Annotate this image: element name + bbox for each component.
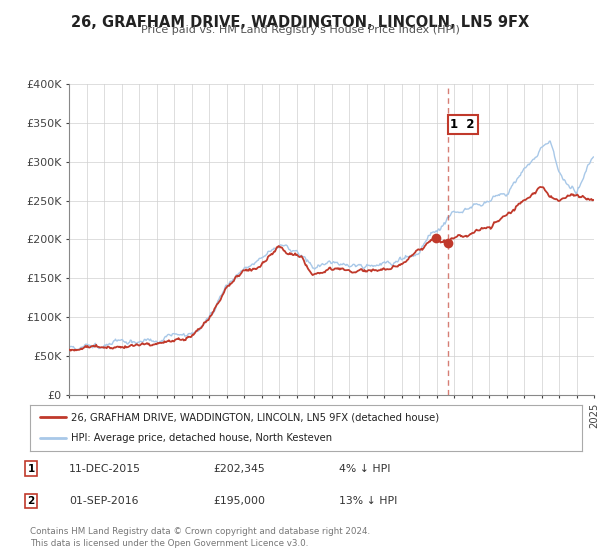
Text: Price paid vs. HM Land Registry's House Price Index (HPI): Price paid vs. HM Land Registry's House … (140, 25, 460, 35)
Text: 1: 1 (28, 464, 35, 474)
Text: 01-SEP-2016: 01-SEP-2016 (69, 496, 139, 506)
Text: 26, GRAFHAM DRIVE, WADDINGTON, LINCOLN, LN5 9FX: 26, GRAFHAM DRIVE, WADDINGTON, LINCOLN, … (71, 15, 529, 30)
Text: HPI: Average price, detached house, North Kesteven: HPI: Average price, detached house, Nort… (71, 433, 332, 444)
Text: 13% ↓ HPI: 13% ↓ HPI (339, 496, 397, 506)
Text: 2: 2 (28, 496, 35, 506)
Text: Contains HM Land Registry data © Crown copyright and database right 2024.
This d: Contains HM Land Registry data © Crown c… (30, 527, 370, 548)
Text: 11-DEC-2015: 11-DEC-2015 (69, 464, 141, 474)
Text: 26, GRAFHAM DRIVE, WADDINGTON, LINCOLN, LN5 9FX (detached house): 26, GRAFHAM DRIVE, WADDINGTON, LINCOLN, … (71, 412, 440, 422)
Text: 4% ↓ HPI: 4% ↓ HPI (339, 464, 391, 474)
Text: £195,000: £195,000 (213, 496, 265, 506)
Text: 1  2: 1 2 (451, 118, 475, 131)
Text: £202,345: £202,345 (213, 464, 265, 474)
